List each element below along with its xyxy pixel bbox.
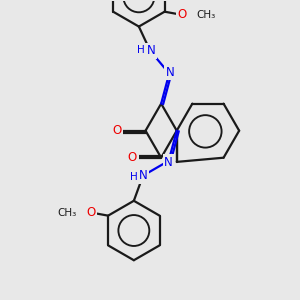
Text: N: N bbox=[146, 44, 155, 57]
Text: O: O bbox=[177, 8, 187, 21]
Text: H: H bbox=[130, 172, 137, 182]
Text: O: O bbox=[112, 124, 121, 137]
Text: O: O bbox=[86, 206, 95, 219]
Text: N: N bbox=[166, 65, 175, 79]
Text: H: H bbox=[137, 45, 145, 55]
Text: N: N bbox=[139, 169, 147, 182]
Text: O: O bbox=[128, 151, 137, 164]
Text: CH₃: CH₃ bbox=[196, 10, 216, 20]
Text: N: N bbox=[164, 156, 173, 169]
Text: CH₃: CH₃ bbox=[57, 208, 76, 218]
